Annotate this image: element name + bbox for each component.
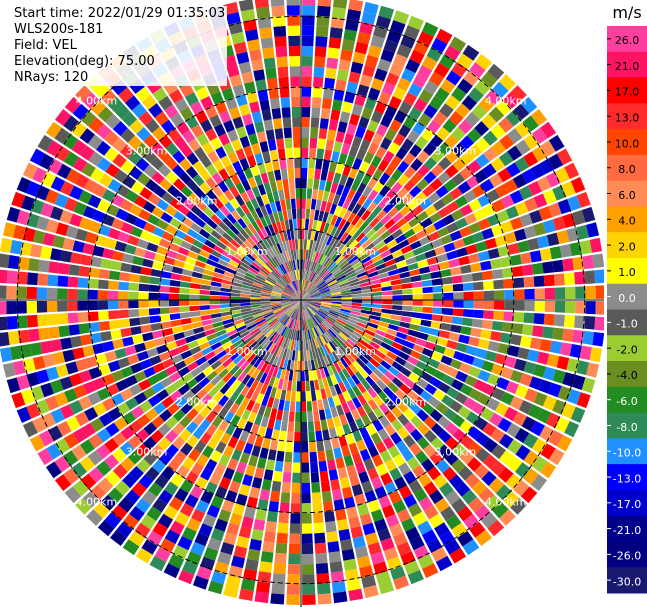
- colorbar-tick-label: -1.0: [616, 318, 637, 331]
- velocity-gates: [0, 0, 604, 605]
- colorbar-tick-label: -8.0: [616, 421, 637, 434]
- ring-label: 2.00km: [385, 395, 427, 408]
- colorbar-tick-label: -21.0: [613, 524, 641, 537]
- colorbar-swatch: [607, 77, 647, 104]
- colorbar-swatch: [607, 103, 647, 130]
- colorbar-swatch: [607, 283, 647, 310]
- colorbar-tick-label: -6.0: [616, 395, 637, 408]
- colorbar-tick-label: 1.0: [618, 266, 636, 279]
- ring-label: 1.00km: [226, 245, 268, 258]
- colorbar-tick-label: -13.0: [613, 472, 641, 485]
- colorbar-tick-label: 8.0: [618, 163, 636, 176]
- ring-label: 3.00km: [435, 145, 477, 158]
- ring-label: 4.00km: [485, 496, 527, 509]
- elevation-label: Elevation(deg): 75.00: [14, 54, 155, 69]
- ring-label: 4.00km: [485, 94, 527, 107]
- colorbar-tick-label: -4.0: [616, 369, 637, 382]
- colorbar-swatch: [607, 464, 647, 491]
- colorbar-tick-label: -10.0: [613, 447, 641, 460]
- colorbar-swatch: [607, 26, 647, 53]
- colorbar-swatch: [607, 51, 647, 79]
- colorbar-tick-label: 17.0: [615, 86, 640, 99]
- colorbar-swatch: [607, 335, 647, 362]
- colorbar-tick-label: 4.0: [618, 215, 636, 228]
- colorbar-swatch: [607, 154, 647, 182]
- colorbar-swatch: [607, 386, 647, 414]
- instrument-label: WLS200s-181: [14, 22, 104, 37]
- ring-label: 3.00km: [126, 445, 168, 458]
- colorbar-tick-label: -2.0: [616, 343, 637, 356]
- colorbar-tick-label: 2.0: [618, 240, 636, 253]
- info-panel: Start time: 2022/01/29 01:35:03 WLS200s-…: [12, 6, 228, 86]
- colorbar-unit: m/s: [612, 3, 641, 22]
- colorbar-swatch: [607, 438, 647, 465]
- ring-label: 4.00km: [76, 496, 118, 509]
- field-label: Field: VEL: [14, 38, 77, 53]
- ring-label: 2.00km: [385, 195, 427, 208]
- colorbar-tick-label: 21.0: [615, 60, 640, 73]
- colorbar-tick-label: 6.0: [618, 189, 636, 202]
- ring-label: 1.00km: [226, 345, 268, 358]
- colorbar-tick-label: 0.0: [618, 292, 636, 305]
- ring-label: 4.00km: [76, 94, 118, 107]
- colorbar-swatch: [607, 257, 647, 285]
- ring-label: 1.00km: [334, 345, 376, 358]
- colorbar-tick-label: 13.0: [615, 111, 640, 124]
- colorbar-tick-label: 10.0: [615, 137, 640, 150]
- ring-label: 2.00km: [176, 395, 218, 408]
- nrays-label: NRays: 120: [14, 70, 89, 85]
- ring-label: 3.00km: [435, 445, 477, 458]
- colorbar-swatch: [607, 206, 647, 233]
- colorbar-tick-label: -17.0: [613, 498, 641, 511]
- colorbar-swatch: [607, 412, 647, 439]
- colorbar-tick-label: -26.0: [613, 550, 641, 563]
- ring-label: 2.00km: [176, 195, 218, 208]
- ring-label: 3.00km: [126, 145, 168, 158]
- colorbar-swatch: [607, 232, 647, 259]
- colorbar-swatch: [607, 515, 647, 542]
- start-time-label: Start time: 2022/01/29 01:35:03: [14, 6, 226, 21]
- colorbar-tick-label: 26.0: [615, 34, 640, 47]
- colorbar-swatch: [607, 489, 647, 517]
- colorbar-swatch: [607, 361, 647, 388]
- colorbar-swatch: [607, 567, 647, 594]
- colorbar-swatch: [607, 129, 647, 156]
- colorbar-swatch: [607, 541, 647, 568]
- ring-label: 1.00km: [334, 245, 376, 258]
- colorbar-swatch: [607, 180, 647, 207]
- colorbar-tick-label: -30.0: [613, 575, 641, 588]
- colorbar-swatch: [607, 309, 647, 336]
